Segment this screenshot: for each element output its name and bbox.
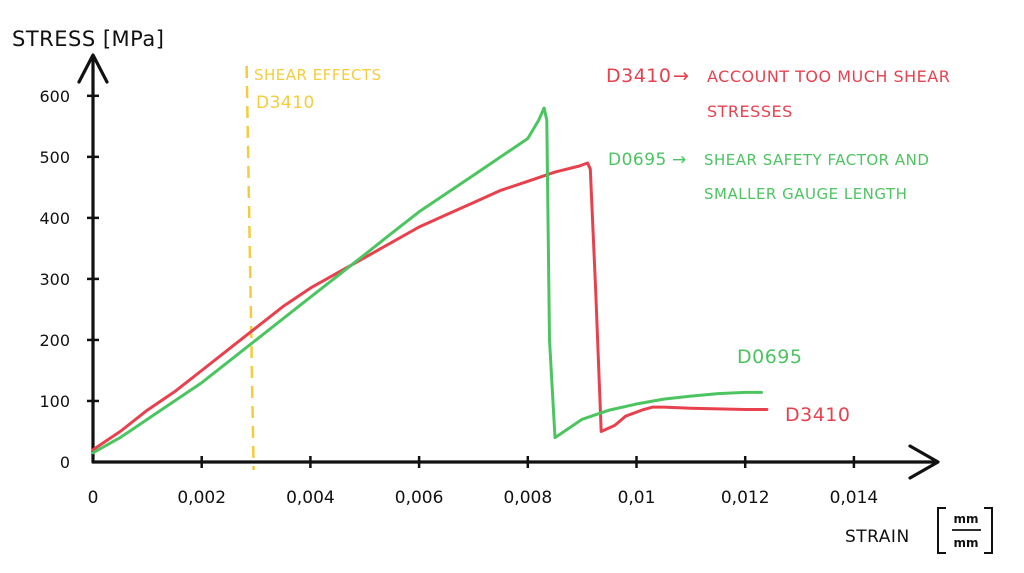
x-tick-label: 0,008: [503, 488, 552, 508]
y-tick-label: 600: [39, 87, 70, 106]
annotation-d3410-line-2: STRESSES: [707, 102, 793, 121]
x-tick-label: 0,004: [286, 488, 335, 508]
x-unit-denominator: mm: [953, 536, 978, 550]
series-end-label-d0695: D0695: [737, 346, 802, 368]
x-axis-label: STRAIN: [845, 527, 910, 547]
annotation-d3410-key: D3410: [606, 65, 671, 87]
annotation-d0695-line-1: SHEAR SAFETY FACTOR AND: [704, 151, 929, 169]
x-tick-label: 0,006: [395, 488, 444, 508]
y-axis-label: STRESS [MPa]: [12, 27, 164, 51]
x-unit-right-bracket: [984, 507, 993, 554]
x-tick-label: 0,002: [177, 488, 226, 508]
y-tick-label: 400: [39, 209, 70, 228]
annotation-d0695: D0695 → SHEAR SAFETY FACTOR AND SMALLER …: [608, 150, 929, 203]
annotation-d0695-key: D0695: [608, 150, 667, 170]
annotation-d0695-arrow: →: [672, 150, 686, 170]
annotation-d3410: D3410 → ACCOUNT TOO MUCH SHEAR STRESSES: [606, 65, 950, 121]
x-axis-label-group: STRAIN mm mm: [845, 507, 993, 554]
x-tick-label: 0,01: [618, 488, 656, 508]
series-line-d0695: [91, 106, 763, 455]
y-tick-label: 100: [39, 392, 70, 411]
x-tick-label: 0,014: [830, 488, 879, 508]
x-tick-label: 0,012: [721, 488, 770, 508]
annotation-d0695-line-2: SMALLER GAUGE LENGTH: [704, 185, 907, 203]
y-axis-arrowhead: [77, 53, 109, 84]
reference-label-2: D3410: [256, 93, 315, 113]
x-tick-label: 0: [88, 488, 99, 508]
y-tick-label: 0: [60, 453, 70, 472]
shear-effects-reference-line: [245, 65, 255, 471]
x-unit-left-bracket: [937, 507, 946, 554]
y-tick-label: 200: [39, 331, 70, 350]
x-axis-arrowhead: [908, 444, 940, 480]
series-line-d3410: [91, 161, 769, 452]
annotation-d3410-line-1: ACCOUNT TOO MUCH SHEAR: [707, 67, 950, 86]
x-unit-numerator: mm: [953, 512, 978, 526]
reference-label-1: SHEAR EFFECTS: [254, 66, 382, 84]
annotation-d3410-arrow: →: [673, 65, 689, 87]
y-tick-label: 300: [39, 270, 70, 289]
series-end-label-d3410: D3410: [785, 404, 850, 426]
y-tick-label: 500: [39, 148, 70, 167]
